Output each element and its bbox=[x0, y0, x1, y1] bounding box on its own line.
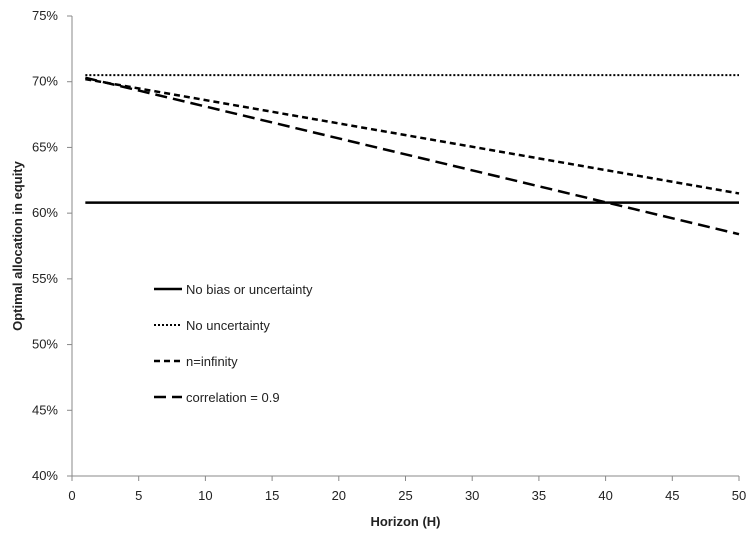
series-line-3 bbox=[85, 77, 740, 195]
legend-label: No bias or uncertainty bbox=[186, 282, 313, 297]
y-tick-label: 65% bbox=[32, 139, 58, 154]
y-tick-label: 50% bbox=[32, 337, 58, 352]
x-tick-label: 25 bbox=[398, 488, 412, 503]
x-tick-label: 40 bbox=[598, 488, 612, 503]
legend: No bias or uncertainty No uncertainty n=in… bbox=[154, 282, 313, 405]
y-tick-label: 55% bbox=[32, 271, 58, 286]
x-axis-title: Horizon (H) bbox=[370, 514, 440, 529]
x-tick-label: 35 bbox=[532, 488, 546, 503]
series-line-4 bbox=[85, 76, 740, 236]
y-tick-label: 45% bbox=[32, 402, 58, 417]
legend-label: correlation = 0.9 bbox=[186, 390, 280, 405]
y-tick-label: 70% bbox=[32, 74, 58, 89]
x-tick-label: 5 bbox=[135, 488, 142, 503]
x-tick-label: 30 bbox=[465, 488, 479, 503]
x-tick-label: 20 bbox=[332, 488, 346, 503]
x-tick-label: 15 bbox=[265, 488, 279, 503]
x-tick-label: 0 bbox=[68, 488, 75, 503]
y-tick-label: 75% bbox=[32, 8, 58, 23]
series-lines bbox=[85, 74, 740, 236]
tick-labels: 40% 45% 50% 55% 60% 65% 70% 75% 0 5 10 15 20 25 30 35 40… bbox=[32, 8, 746, 503]
y-tick-label: 40% bbox=[32, 468, 58, 483]
y-tick-label: 60% bbox=[32, 205, 58, 220]
x-tick-label: 50 bbox=[732, 488, 746, 503]
x-tick-label: 10 bbox=[198, 488, 212, 503]
y-axis-title: Optimal allocation in equity bbox=[10, 160, 25, 331]
x-tick-label: 45 bbox=[665, 488, 679, 503]
legend-label: No uncertainty bbox=[186, 318, 270, 333]
axes bbox=[67, 15, 740, 481]
legend-label: n=infinity bbox=[186, 354, 238, 369]
